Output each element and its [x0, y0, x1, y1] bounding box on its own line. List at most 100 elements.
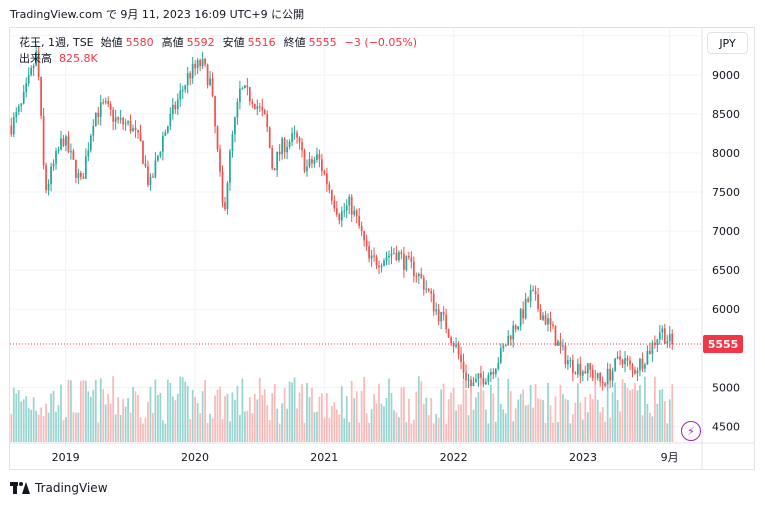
volume-bar: [412, 419, 415, 442]
volume-bar: [398, 417, 400, 442]
candle-body: [209, 78, 211, 86]
volume-bar: [102, 389, 105, 442]
candle-body: [455, 344, 457, 347]
candle-body: [653, 342, 656, 345]
candle-body: [124, 123, 127, 125]
candle-body: [358, 216, 361, 227]
candle-body: [40, 76, 42, 116]
volume-bar: [390, 392, 393, 442]
volume-bar: [149, 386, 152, 442]
volume-bar: [388, 378, 390, 442]
candle-body: [67, 136, 70, 153]
candle-body: [263, 110, 266, 115]
volume-bar: [514, 408, 517, 442]
candle-body: [609, 368, 612, 381]
candle-body: [507, 335, 510, 346]
volume-bar: [181, 377, 184, 442]
candle-body: [129, 120, 132, 132]
volume-bar: [15, 393, 18, 442]
tradingview-logo-icon: [10, 482, 30, 494]
volume-bar: [186, 386, 189, 442]
volume-bar: [527, 404, 530, 442]
volume-bar: [301, 384, 303, 442]
volume-bar: [286, 408, 288, 442]
volume-bar: [370, 409, 373, 442]
volume-bar: [539, 399, 542, 442]
volume-bar: [435, 413, 438, 442]
volume-bar: [395, 412, 398, 442]
volume-bar: [234, 399, 236, 442]
volume-bar: [191, 389, 194, 442]
y-tick-label: 9000: [712, 69, 740, 82]
volume-bar: [380, 403, 383, 442]
candle-body: [313, 160, 316, 164]
candle-body: [494, 368, 497, 375]
volume-bar: [447, 399, 450, 442]
volume-bar: [668, 399, 671, 442]
volume-bar: [17, 390, 20, 442]
candle-body: [147, 166, 149, 186]
y-tick-label: 8500: [712, 108, 740, 121]
volume-bar: [606, 383, 609, 442]
candle-body: [586, 363, 589, 374]
candle-body: [15, 111, 18, 118]
volume-bar: [283, 387, 286, 442]
candle-body: [472, 382, 475, 387]
candle-body: [651, 342, 654, 354]
candle-body: [157, 155, 159, 161]
candle-body: [656, 339, 659, 345]
candle-body: [330, 190, 333, 201]
candle-body: [663, 328, 666, 344]
volume-bar: [288, 381, 291, 442]
candle-body: [499, 348, 502, 363]
candle-body: [154, 160, 157, 178]
volume-bar: [12, 387, 15, 442]
candle-body: [266, 114, 269, 128]
candle-body: [75, 159, 77, 178]
volume-bar: [509, 391, 512, 442]
candle-body: [579, 363, 582, 376]
lightning-bolt-icon[interactable]: ⚡: [681, 421, 701, 441]
volume-bar: [512, 421, 515, 442]
volume-bar: [82, 380, 85, 442]
candle-body: [241, 88, 244, 90]
candle-body: [365, 240, 368, 247]
candle-body: [512, 325, 515, 340]
volume-bar: [199, 412, 202, 442]
low-label: 安値: [222, 36, 245, 49]
candle-body: [253, 103, 256, 109]
volume-bar: [524, 405, 527, 442]
candle-body: [60, 138, 62, 150]
volume-bar: [562, 394, 564, 442]
volume-bar: [276, 408, 279, 442]
candle-body: [596, 373, 599, 379]
volume-bar: [656, 403, 659, 442]
candle-body: [646, 350, 649, 365]
footer-brand[interactable]: TradingView: [10, 481, 108, 495]
candle-body: [52, 163, 55, 167]
volume-bar: [644, 376, 646, 442]
candle-body: [395, 253, 398, 261]
volume-bar: [405, 422, 408, 442]
volume-bar: [430, 398, 433, 442]
candle-body: [219, 149, 221, 172]
candle-body: [524, 298, 527, 319]
candle-body: [462, 361, 465, 373]
candle-body: [72, 151, 75, 160]
volume-bar: [318, 396, 321, 442]
volume-bar: [460, 404, 462, 442]
currency-button[interactable]: JPY: [707, 32, 748, 54]
chart-frame[interactable]: [9, 27, 755, 470]
high-value: 5592: [186, 36, 215, 49]
candle-body: [403, 253, 405, 270]
volume-bar: [591, 399, 594, 442]
volume-bar: [452, 387, 455, 442]
candle-body: [149, 176, 152, 186]
candle-body: [567, 360, 569, 365]
volume-bar: [614, 382, 616, 442]
volume-bar: [40, 407, 42, 442]
candle-body: [17, 106, 20, 112]
volume-bar: [37, 414, 40, 442]
candle-body: [261, 106, 264, 111]
